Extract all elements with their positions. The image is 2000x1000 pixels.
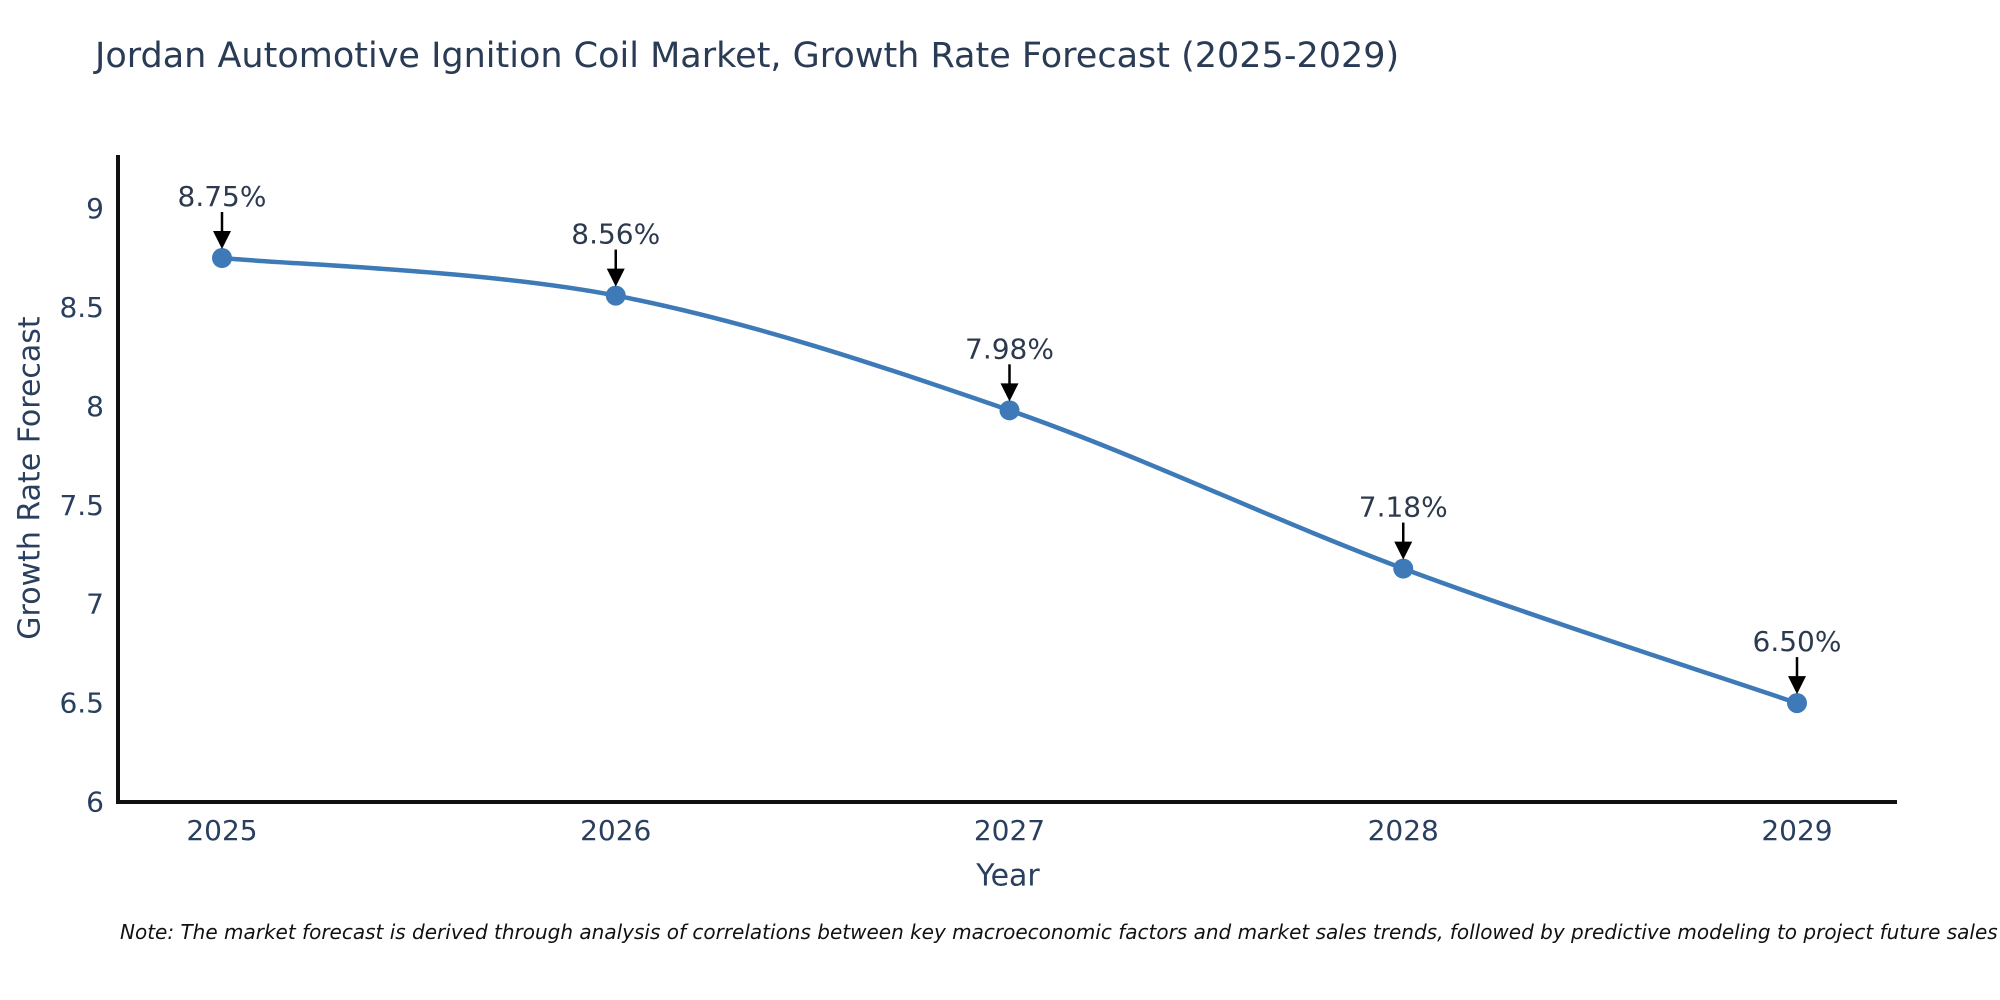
y-tick-label-8: 8: [86, 390, 104, 423]
x-tick-label-2025: 2025: [186, 814, 257, 847]
y-tick-label-6: 6: [86, 786, 104, 819]
data-point-2026[interactable]: [605, 285, 626, 306]
x-tick-label-2028: 2028: [1368, 814, 1439, 847]
y-tick-label-6.5: 6.5: [59, 687, 104, 720]
y-tick-label-9: 9: [86, 192, 104, 225]
data-point-2025[interactable]: [212, 247, 232, 268]
x-tick-label-2029: 2029: [1761, 814, 1832, 847]
point-value-label-2027: 7.98%: [965, 332, 1054, 365]
y-tick-label-7.5: 7.5: [59, 489, 104, 522]
annotation-arrow-head-2029: [1788, 676, 1806, 695]
point-value-label-2029: 6.50%: [1753, 625, 1842, 658]
annotation-arrow-head-2025: [213, 230, 231, 249]
data-point-2028[interactable]: [1393, 558, 1414, 579]
x-axis-title: Year: [976, 858, 1040, 894]
point-value-label-2025: 8.75%: [178, 180, 267, 213]
annotation-arrow-head-2028: [1394, 541, 1413, 560]
annotation-arrow-head-2027: [1000, 383, 1019, 402]
point-value-label-2026: 8.56%: [571, 218, 660, 251]
annotation-arrow-head-2026: [606, 268, 625, 287]
chart-title: Jordan Automotive Ignition Coil Market, …: [95, 36, 1400, 76]
y-tick-label-7: 7: [86, 588, 104, 621]
x-tick-label-2027: 2027: [974, 814, 1045, 847]
trend-line: [219, 255, 1800, 706]
data-point-2027[interactable]: [999, 400, 1020, 421]
data-point-2029[interactable]: [1787, 693, 1807, 714]
x-tick-label-2026: 2026: [580, 814, 651, 847]
y-tick-label-8.5: 8.5: [59, 291, 104, 324]
point-value-label-2028: 7.18%: [1359, 491, 1448, 524]
chart-footnote: Note: The market forecast is derived thr…: [120, 920, 1998, 944]
